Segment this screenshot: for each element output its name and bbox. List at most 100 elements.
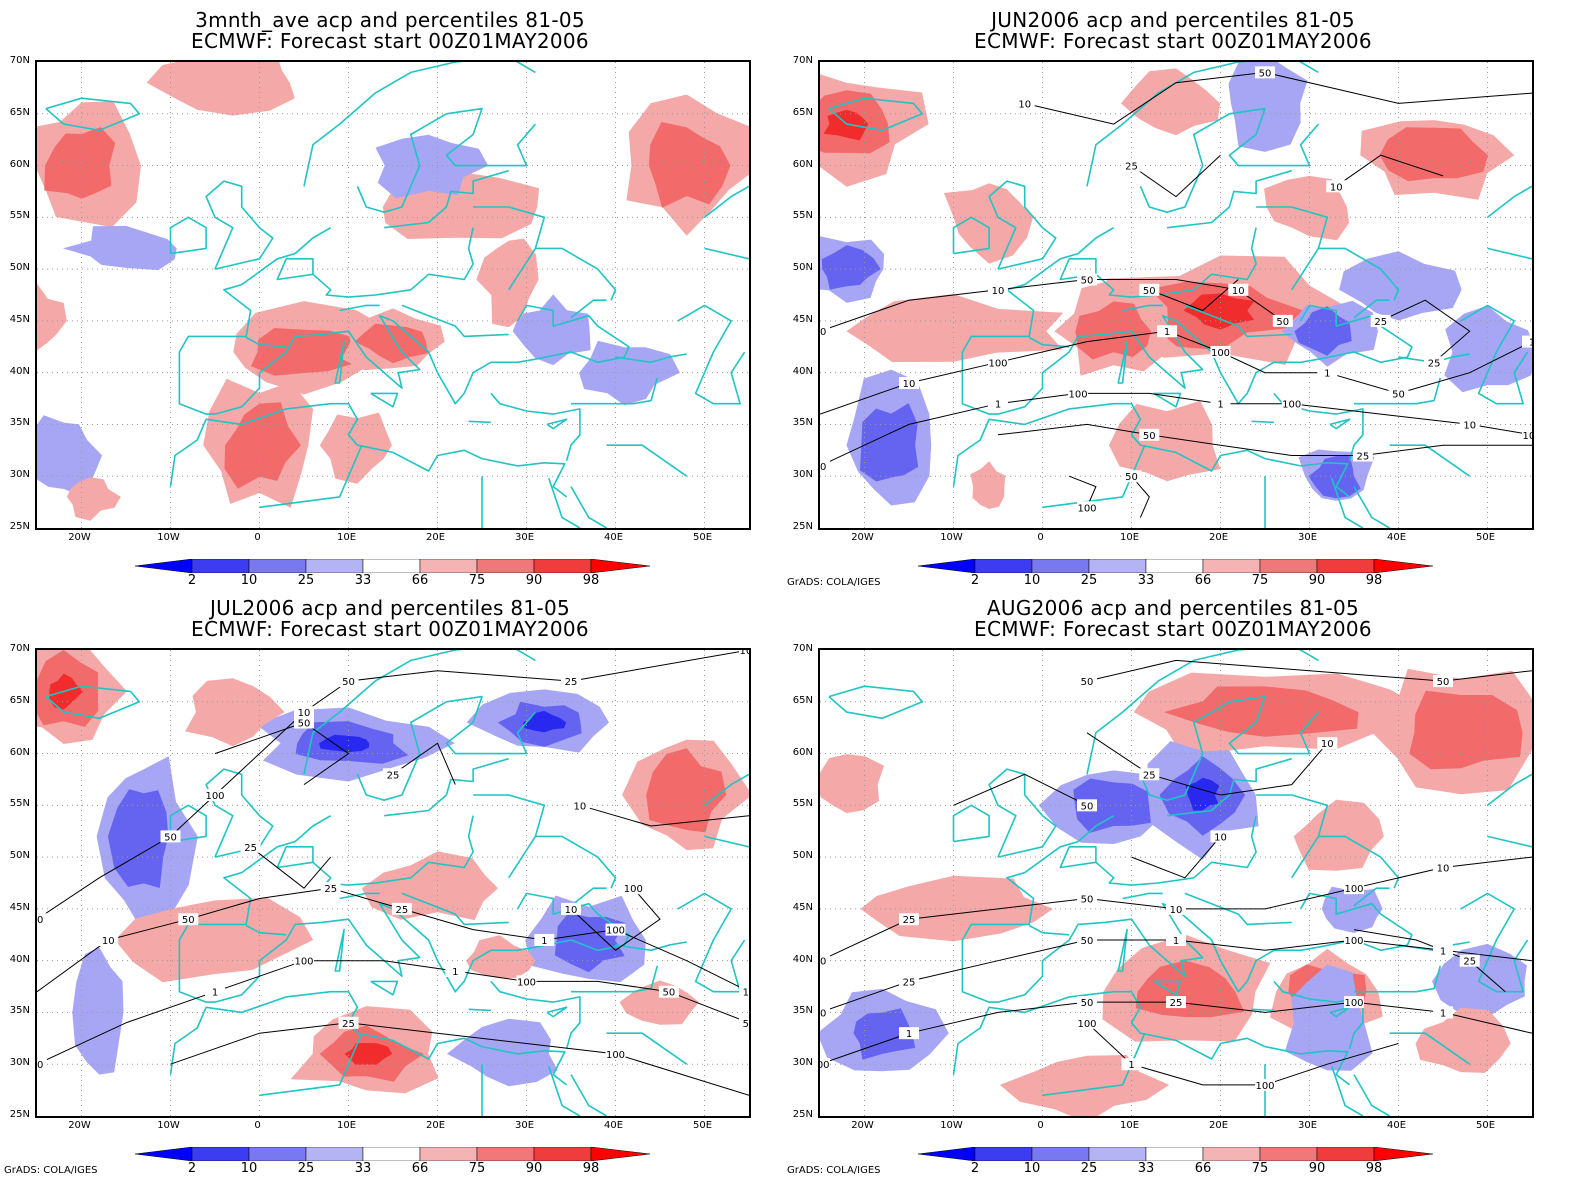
contour-label: 50 (1081, 936, 1094, 947)
colorbar-label: 75 (1251, 1161, 1269, 1176)
contour-label: 10 (903, 379, 916, 390)
colorbar-label: 25 (297, 573, 315, 588)
map-area (35, 60, 751, 530)
latitude-tick-label: 50N (9, 850, 30, 862)
contour-label-bg (1281, 397, 1302, 410)
colorbar-segment (1088, 1146, 1147, 1162)
contour-label-bg (1210, 345, 1231, 358)
panel-title-line2: ECMWF: Forecast start 00Z01MAY2006 (974, 617, 1372, 641)
contour-label: 10 (298, 708, 311, 719)
contour-label-bg (820, 325, 830, 338)
colorbar-segment (1316, 1146, 1375, 1162)
contour-label-bg (988, 356, 1008, 369)
colorbar-label: 10 (1023, 1161, 1041, 1176)
contour-label: 50 (743, 1019, 749, 1030)
latitude-tick-label: 35N (9, 1005, 30, 1017)
contour-label: 1 (1440, 1008, 1446, 1019)
longitude-tick-label: 20E (1208, 532, 1229, 543)
map-svg (37, 62, 749, 528)
panel-title-line1: AUG2006 acp and percentiles 81-05 (986, 596, 1360, 620)
contour-label: 25 (1357, 452, 1370, 463)
latitude-tick-label: 55N (9, 210, 30, 222)
longitude-tick-label: 10E (336, 532, 357, 543)
latitude-tick-label: 30N (792, 1057, 813, 1069)
longitude-tick-label: 40E (603, 532, 624, 543)
contour-label-bg (739, 1016, 749, 1029)
contour-label-bg (820, 459, 830, 472)
panel-title-line1: JUL2006 acp and percentiles 81-05 (209, 596, 571, 620)
negative-anomaly-region (1073, 778, 1165, 833)
longitude-tick-label: 50E (1475, 532, 1496, 543)
contour-label: 25 (387, 770, 400, 781)
positive-anomaly-region (1415, 1007, 1511, 1073)
contour-label-bg (1210, 397, 1231, 410)
contour-label: 25 (342, 1019, 355, 1030)
latitude-tick-label: 50N (9, 262, 30, 274)
contour-label: 50 (1143, 286, 1156, 297)
contour-label-bg (1139, 283, 1160, 296)
contour-label-bg (516, 975, 537, 988)
longitude-tick-label: 10W (940, 1120, 963, 1131)
contour-label-bg (1459, 954, 1480, 967)
colorbar-label: 10 (240, 573, 258, 588)
colorbar-arrow-right (590, 558, 651, 574)
longitude-tick-label: 0 (1037, 1120, 1044, 1131)
positive-anomaly-region (646, 748, 727, 833)
colorbar-segment (362, 1146, 421, 1162)
colorbar-label: 2 (187, 1161, 197, 1176)
latitude-tick-label: 65N (9, 106, 30, 118)
longitude-tick-label: 30E (514, 532, 535, 543)
contour-label: 25 (1170, 998, 1183, 1009)
contour-label: 1 (1529, 338, 1532, 349)
colorbar-segment (305, 1146, 364, 1162)
colorbar-label: 33 (354, 1161, 372, 1176)
colorbar-segment (533, 558, 592, 574)
panel-jul2006: JUL2006 acp and percentiles 81-05 ECMWF:… (0, 588, 780, 1188)
colorbar (917, 558, 1434, 574)
panel-3month-average: 3mnth_ave acp and percentiles 81-05 ECMW… (0, 0, 780, 590)
contour-label-bg (294, 954, 314, 967)
contour-label-bg (988, 283, 1008, 296)
contour-label: 10 (992, 286, 1005, 297)
contour-label-bg (1121, 1058, 1142, 1071)
colorbar-label: 66 (411, 1161, 429, 1176)
contour-label-bg (739, 985, 749, 998)
positive-anomaly-region (466, 935, 536, 979)
contour-label: 50 (342, 677, 355, 688)
colorbar-segment (191, 558, 250, 574)
longitude-tick-label: 50E (1475, 1120, 1496, 1131)
colorbar-segment (1088, 558, 1147, 574)
contour-label-bg (338, 675, 359, 688)
latitude-tick-label: 45N (792, 901, 813, 913)
contour-label-bg (1522, 428, 1532, 441)
contour-label-bg (569, 799, 590, 812)
contour-label-bg (1166, 933, 1186, 946)
contour-label-bg (605, 1047, 626, 1060)
colorbar-label: 90 (525, 573, 543, 588)
positive-anomaly-region (1075, 301, 1152, 360)
longitude-tick-label: 10W (940, 532, 963, 543)
latitude-tick-label: 35N (792, 417, 813, 429)
colorbar-segment (362, 558, 421, 574)
positive-anomaly-region (146, 62, 295, 116)
contour-label: 25 (396, 905, 409, 916)
contour-label: 100 (517, 977, 536, 988)
colorbar-arrow-right (1373, 558, 1434, 574)
latitude-tick-label: 25N (9, 1109, 30, 1120)
contour-label-bg (899, 1027, 919, 1040)
contour-label-bg (37, 1058, 47, 1071)
contour-label: 10 (1018, 99, 1031, 110)
contour-label-bg (1121, 470, 1142, 483)
latitude-tick-label: 70N (792, 643, 813, 654)
latitude-tick-label: 30N (9, 1057, 30, 1069)
contour-label: 1 (1440, 946, 1446, 957)
longitude-tick-label: 20E (1208, 1120, 1229, 1131)
positive-anomaly-region (1109, 400, 1221, 482)
anomaly-shading (37, 62, 749, 521)
contour-label: 10 (102, 936, 115, 947)
colorbar-label: 66 (411, 573, 429, 588)
colorbar-segment (1202, 558, 1261, 574)
colorbar-label: 33 (1137, 573, 1155, 588)
panel-jun2006: JUN2006 acp and percentiles 81-05 ECMWF:… (783, 0, 1563, 590)
longitude-tick-label: 0 (1037, 532, 1044, 543)
